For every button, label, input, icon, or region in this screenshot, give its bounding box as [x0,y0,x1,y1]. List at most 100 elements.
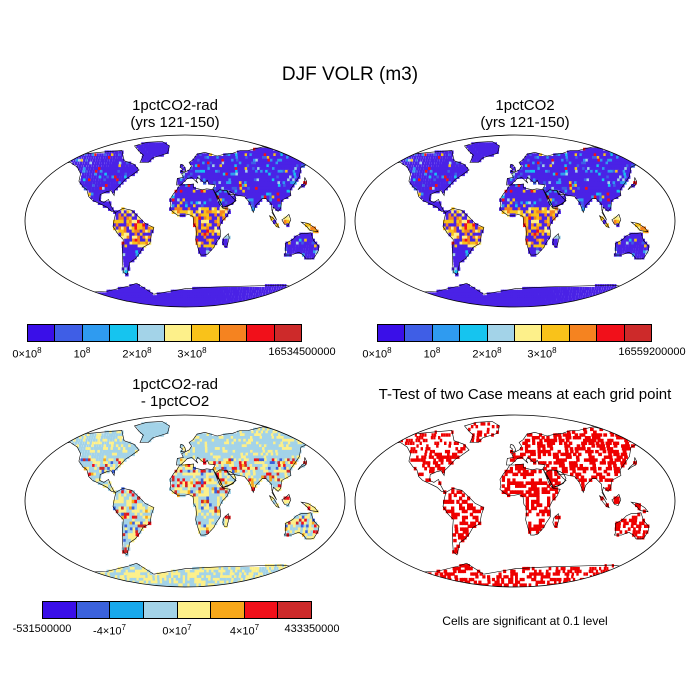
grid-cell [141,422,144,426]
grid-cell [391,295,396,299]
grid-cell [462,303,467,307]
grid-cell [309,153,314,157]
grid-cell [52,156,55,160]
grid-cell [234,189,238,194]
grid-cell [253,292,256,296]
grid-cell [526,153,530,157]
grid-cell [647,292,649,296]
grid-cell [276,178,281,182]
grid-cell [179,189,183,194]
grid-cell [287,244,291,248]
grid-cell [257,427,262,432]
grid-cell [543,186,547,191]
grid-cell [256,178,261,182]
grid-cell [185,172,189,177]
grid-cell [441,289,445,294]
grid-cell [382,300,387,304]
grid-cell [623,235,627,240]
grid-cell [533,295,537,299]
grid-cell [221,286,224,291]
grid-cell [609,158,614,163]
grid-cell [263,150,267,154]
grid-cell [149,150,153,154]
grid-cell [538,210,543,214]
grid-cell [275,223,279,228]
grid-cell [459,226,463,231]
grid-cell [477,226,481,231]
grid-cell [306,289,309,294]
grid-cell [223,153,227,157]
grid-cell [515,184,519,188]
grid-cell [214,198,218,202]
grid-cell [489,292,493,296]
grid-cell [418,300,423,304]
grid-cell [260,158,264,163]
grid-cell [583,300,586,304]
grid-cell [542,175,547,179]
grid-cell [253,192,257,197]
grid-cell [203,238,207,243]
grid-cell [620,161,625,165]
grid-cell [154,153,157,157]
grid-cell [177,189,181,194]
grid-cell [274,150,279,154]
grid-cell [406,164,409,168]
grid-cell [646,158,651,163]
grid-cell [543,181,547,185]
grid-cell [629,232,633,237]
grid-cell [560,303,563,307]
grid-cell [578,172,582,177]
grid-cell [182,300,186,304]
grid-cell [294,153,299,157]
grid-cell [491,295,495,299]
grid-cell [412,181,415,185]
grid-cell [60,292,65,296]
grid-cell [496,145,500,149]
grid-cell [67,292,72,296]
grid-cell [600,297,603,302]
grid-cell [579,300,582,304]
grid-cell [286,219,290,224]
grid-cell [453,264,458,268]
grid-cell [458,258,462,263]
grid-cell [625,247,628,251]
grid-cell [224,198,228,202]
grid-cell [62,156,65,160]
grid-cell [625,161,629,165]
grid-cell [489,145,493,149]
grid-cell [163,147,167,152]
grid-cell [634,295,636,299]
grid-cell [208,178,212,182]
grid-cell [517,204,521,208]
grid-cell [412,153,415,157]
grid-cell [115,181,119,185]
grid-cell [465,289,469,294]
grid-cell [68,295,73,299]
grid-cell [570,175,575,179]
grid-cell [434,297,438,302]
grid-cell [275,207,279,211]
grid-cell [635,297,637,302]
grid-cell [582,286,585,291]
grid-cell [260,150,265,154]
grid-cell [428,156,431,160]
grid-cell [283,156,288,160]
grid-cell [206,210,210,214]
grid-cell [83,167,86,171]
grid-cell [538,297,541,302]
grid-cell [154,150,157,154]
grid-cell [435,156,438,160]
grid-cell [113,226,117,231]
grid-cell [191,300,195,304]
grid-cell [219,195,223,199]
grid-cell [203,226,207,231]
grid-cell [418,292,423,296]
coastline-southAmerica [442,207,485,276]
grid-cell [456,292,460,296]
grid-cell [298,244,301,248]
grid-cell [470,238,474,243]
grid-cell [300,247,304,251]
grid-cell [653,158,658,163]
grid-cell [219,158,223,163]
grid-cell [416,164,419,168]
